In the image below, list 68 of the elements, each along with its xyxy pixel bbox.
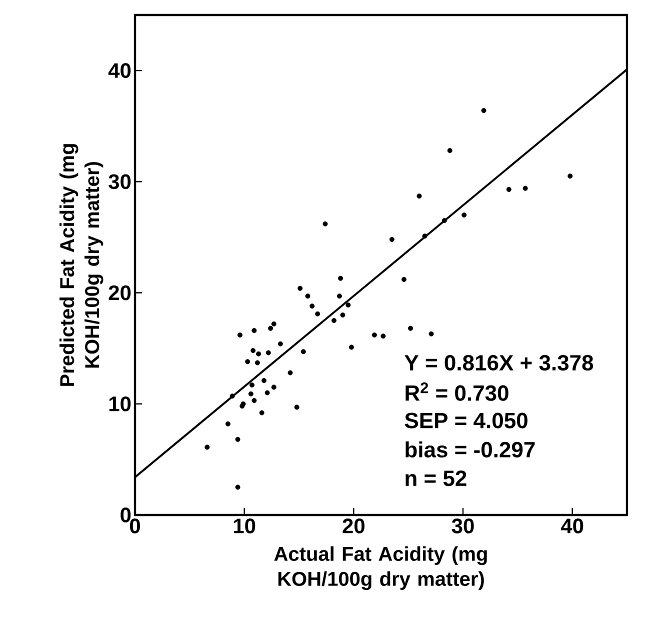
point — [262, 378, 267, 384]
point — [245, 359, 250, 364]
x-tick-label: 20 — [342, 518, 364, 534]
point — [298, 286, 303, 291]
point — [248, 391, 254, 396]
point — [338, 276, 344, 281]
annotation: R$^{2}$ = 0.730 — [406, 382, 508, 401]
y-tick-label: 20 — [108, 285, 131, 300]
point — [300, 349, 306, 354]
point — [462, 212, 467, 218]
point — [401, 276, 406, 282]
annotation: SEP = 4.050 — [404, 412, 528, 428]
annotation: n = 52 — [406, 470, 466, 486]
point — [372, 332, 377, 338]
point — [249, 382, 254, 388]
annotation: bias = -0.297 — [406, 441, 535, 458]
annotation: Y = 0.816X + 3.378 — [404, 354, 594, 371]
point — [254, 360, 260, 366]
point — [305, 294, 310, 299]
point — [389, 236, 394, 242]
point — [442, 218, 447, 224]
point — [204, 444, 210, 450]
point — [322, 221, 328, 226]
point — [259, 410, 264, 416]
y-axis-title: Predicted Fat Acidity (mg KOH/100g dry matter) — [60, 144, 104, 386]
point — [294, 404, 300, 410]
point — [336, 294, 342, 299]
point — [237, 332, 242, 338]
point — [268, 326, 274, 331]
point — [408, 326, 414, 331]
point — [522, 186, 528, 191]
point — [278, 341, 283, 346]
y-tick-label: 0 — [120, 508, 131, 522]
point — [240, 404, 245, 409]
point — [315, 311, 320, 316]
point — [235, 436, 240, 442]
point — [481, 108, 486, 114]
point — [252, 328, 257, 334]
point — [416, 194, 422, 199]
point — [271, 321, 276, 326]
point — [346, 302, 351, 308]
y-tick-label: 40 — [108, 63, 131, 78]
y-tick-label: 30 — [108, 174, 131, 190]
x-axis-title: Actual Fat Acidity (mg KOH/100g dry matter) — [274, 546, 487, 590]
point — [447, 148, 452, 154]
point — [331, 318, 336, 324]
point — [230, 394, 235, 399]
point — [428, 331, 434, 336]
point — [288, 370, 293, 376]
x-tick-label: 40 — [560, 518, 584, 534]
point — [506, 186, 512, 192]
point — [235, 484, 240, 490]
point — [225, 421, 230, 426]
point — [568, 174, 573, 179]
y-tick-label: 10 — [109, 396, 131, 412]
point — [340, 312, 346, 318]
point — [250, 348, 256, 354]
point — [380, 334, 386, 339]
point — [252, 398, 257, 404]
point — [348, 344, 354, 350]
point — [256, 351, 262, 356]
point — [310, 304, 315, 309]
x-tick-label: 10 — [234, 518, 256, 534]
point — [264, 390, 270, 396]
x-tick-label: 30 — [452, 518, 474, 534]
point — [422, 234, 428, 239]
point — [271, 384, 276, 390]
point — [266, 350, 271, 356]
